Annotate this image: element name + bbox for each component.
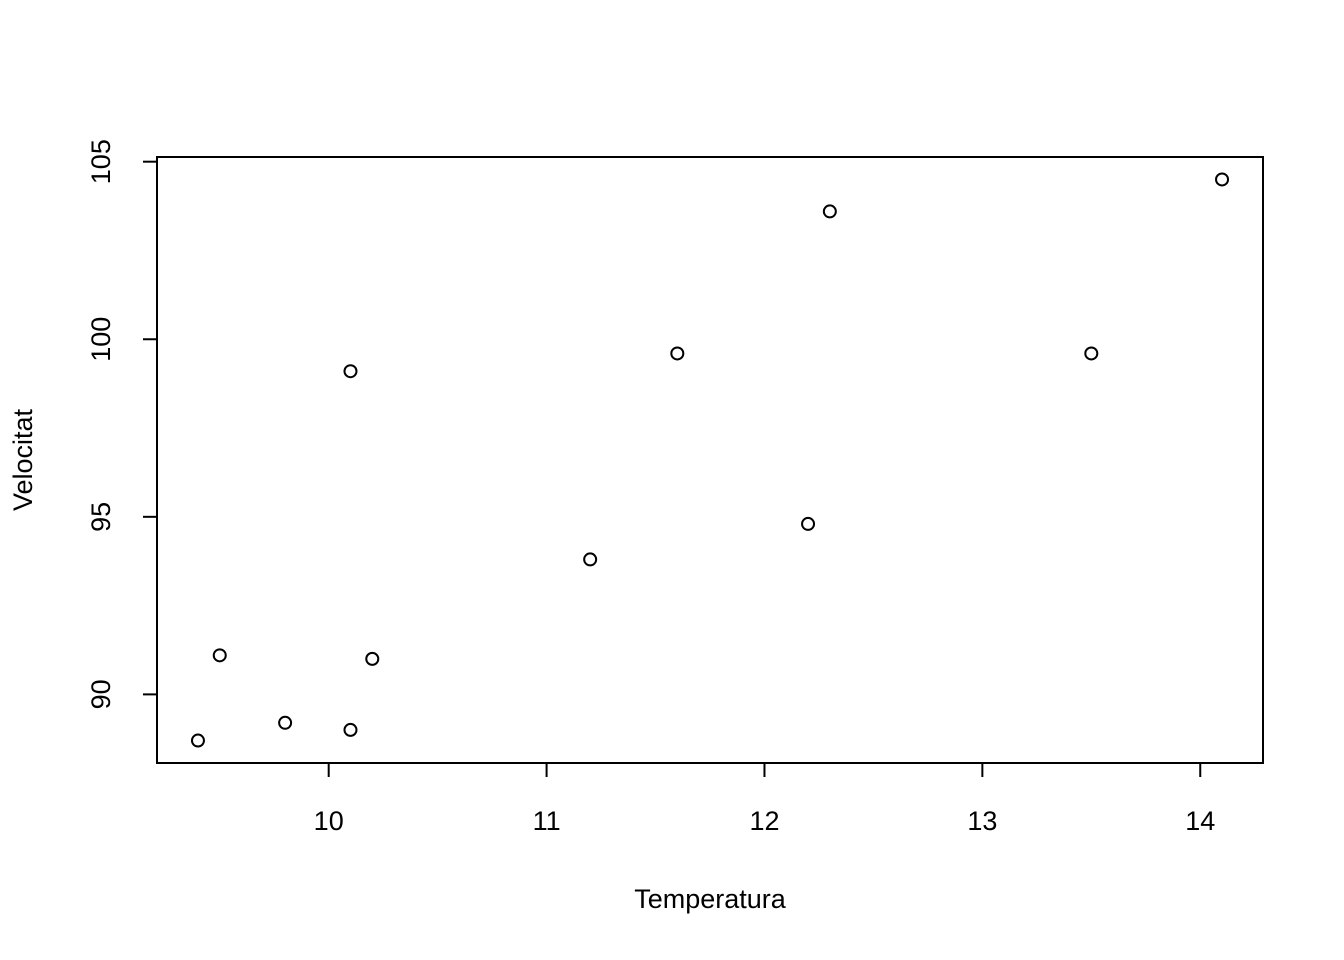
x-tick-label: 10 <box>314 806 344 836</box>
point <box>583 552 598 567</box>
point <box>365 651 380 666</box>
point <box>670 346 685 361</box>
point <box>1215 172 1230 187</box>
point <box>190 733 205 748</box>
point <box>343 364 358 379</box>
point <box>801 516 816 531</box>
x-tick-label: 14 <box>1185 806 1215 836</box>
point <box>343 722 358 737</box>
x-axis-label: Temperatura <box>634 884 787 914</box>
plot-frame <box>156 156 1264 764</box>
point <box>1084 346 1099 361</box>
point <box>212 648 227 663</box>
x-tick-label: 12 <box>749 806 779 836</box>
y-tick-label: 90 <box>86 679 116 709</box>
y-axis-label: Velocitat <box>8 408 38 511</box>
point <box>278 715 293 730</box>
y-tick-label: 105 <box>86 139 116 184</box>
point <box>822 204 837 219</box>
y-tick-label: 100 <box>86 317 116 362</box>
x-tick-label: 13 <box>967 806 997 836</box>
y-tick-label: 95 <box>86 502 116 532</box>
x-tick-label: 11 <box>533 806 561 836</box>
